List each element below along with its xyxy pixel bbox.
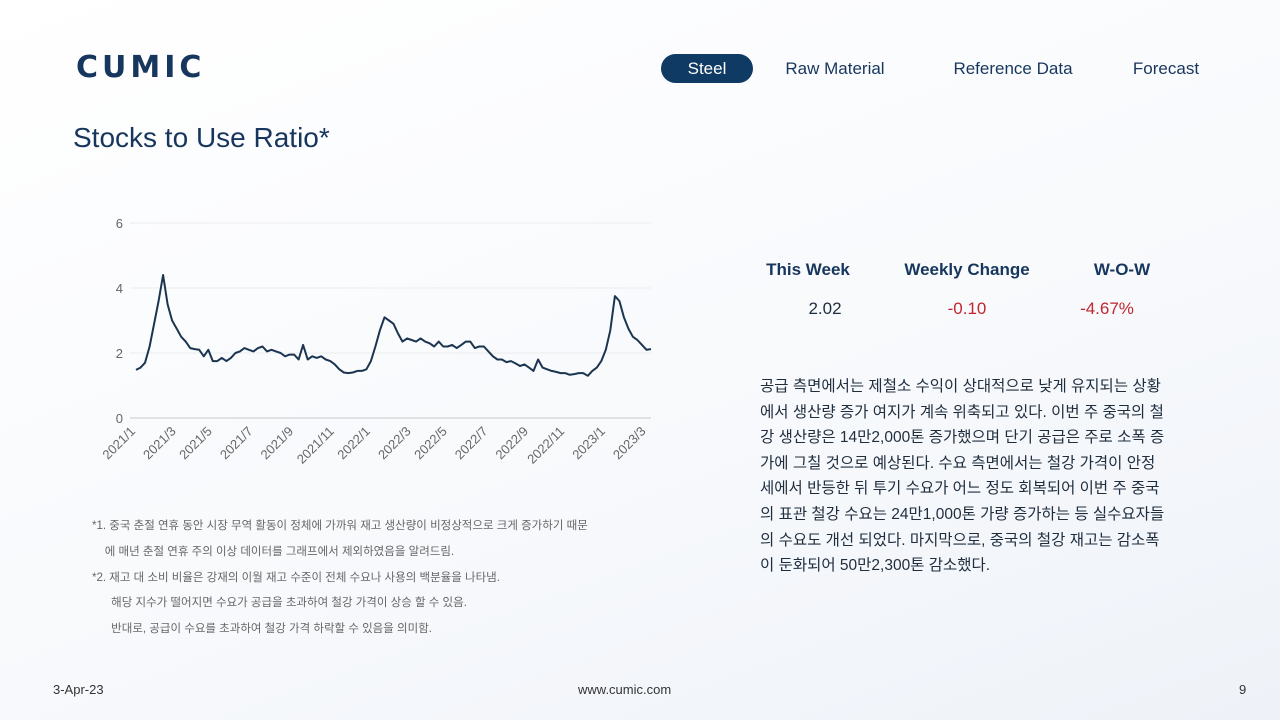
logo: CUMIC — [76, 50, 206, 85]
x-tick-label: 2021/3 — [140, 424, 179, 463]
x-tick-label: 2022/1 — [334, 424, 373, 463]
x-tick-label: 2022/3 — [375, 424, 414, 463]
footnotes: *1. 중국 춘절 연휴 동안 시장 무역 활동이 정체에 가까워 재고 생산량… — [92, 514, 588, 643]
footnote-line: 해당 지수가 떨어지면 수요가 공급을 초과하여 철강 가격이 상승 할 수 있… — [92, 597, 467, 610]
footnote-line: 에 매년 춘절 연휴 주의 이상 데이터를 그래프에서 제외하였음을 알려드림. — [92, 545, 455, 558]
y-tick-label: 0 — [116, 411, 123, 426]
footnote-line: *1. 중국 춘절 연휴 동안 시장 무역 활동이 정체에 가까워 재고 생산량… — [92, 520, 588, 532]
nav-item[interactable]: Raw Material — [785, 59, 885, 78]
table-header: Weekly Change — [904, 260, 1030, 279]
table-cell: -4.67% — [1080, 299, 1134, 318]
table-cell: 2.02 — [808, 299, 842, 318]
commentary-line: 강 생산량은 14만2,000톤 증가했으며 단기 공급은 주로 소폭 증 — [760, 429, 1165, 447]
table-header: This Week — [766, 260, 850, 279]
nav-item[interactable]: Forecast — [1132, 59, 1200, 78]
x-tick-label: 2023/1 — [569, 424, 608, 463]
x-tick-label: 2022/7 — [452, 424, 491, 463]
commentary-line: 세에서 반등한 뒤 투기 수요가 어느 정도 회복되어 이번 주 중국 — [760, 480, 1160, 498]
x-tick-label: 2021/7 — [217, 424, 256, 463]
x-tick-label: 2022/5 — [411, 424, 450, 463]
commentary-line: 가에 그칠 것으로 예상된다. 수요 측면에서는 철강 가격이 안정 — [760, 454, 1156, 472]
table-cell: -0.10 — [947, 299, 987, 318]
y-tick-label: 6 — [116, 216, 123, 231]
footer-url: www.cumic.com — [578, 682, 672, 697]
x-tick-label: 2023/3 — [610, 424, 649, 463]
nav-item[interactable]: Steel — [661, 54, 753, 83]
data-line — [135, 274, 652, 377]
footnote-line: 반대로, 공급이 수요를 초과하여 철강 가격 하락할 수 있음을 의미함. — [92, 623, 432, 636]
commentary-line: 의 수요도 개선 되었다. 마지막으로, 중국의 철강 재고는 감소폭 — [760, 531, 1160, 549]
footer-page: 9 — [1239, 682, 1247, 697]
x-tick-label: 2021/11 — [294, 424, 337, 467]
footer-date: 3-Apr-23 — [53, 682, 104, 697]
y-tick-label: 4 — [116, 281, 123, 296]
commentary-line: 공급 측면에서는 제철소 수익이 상대적으로 낮게 유지되는 상황 — [760, 378, 1161, 395]
x-tick-label: 2022/11 — [524, 424, 567, 467]
commentary-line: 이 둔화되어 50만2,300톤 감소했다. — [760, 557, 991, 575]
x-tick-label: 2021/1 — [99, 424, 138, 463]
y-tick-label: 2 — [116, 346, 123, 361]
commentary-line: 의 표관 철강 수요는 24만1,000톤 가량 증가하는 등 실수요자들 — [760, 505, 1165, 523]
table-header: W-O-W — [1093, 260, 1151, 279]
x-tick-label: 2021/5 — [176, 424, 215, 463]
commentary-line: 에서 생산량 증가 여지가 계속 위축되고 있다. 이번 주 중국의 철 — [760, 403, 1164, 421]
page-title: Stocks to Use Ratio* — [73, 122, 330, 153]
nav-item[interactable]: Reference Data — [953, 59, 1073, 78]
x-tick-label: 2021/9 — [258, 424, 297, 463]
footnote-line: *2. 재고 대 소비 비율은 강재의 이월 재고 수준이 전체 수요나 사용의… — [92, 571, 500, 584]
